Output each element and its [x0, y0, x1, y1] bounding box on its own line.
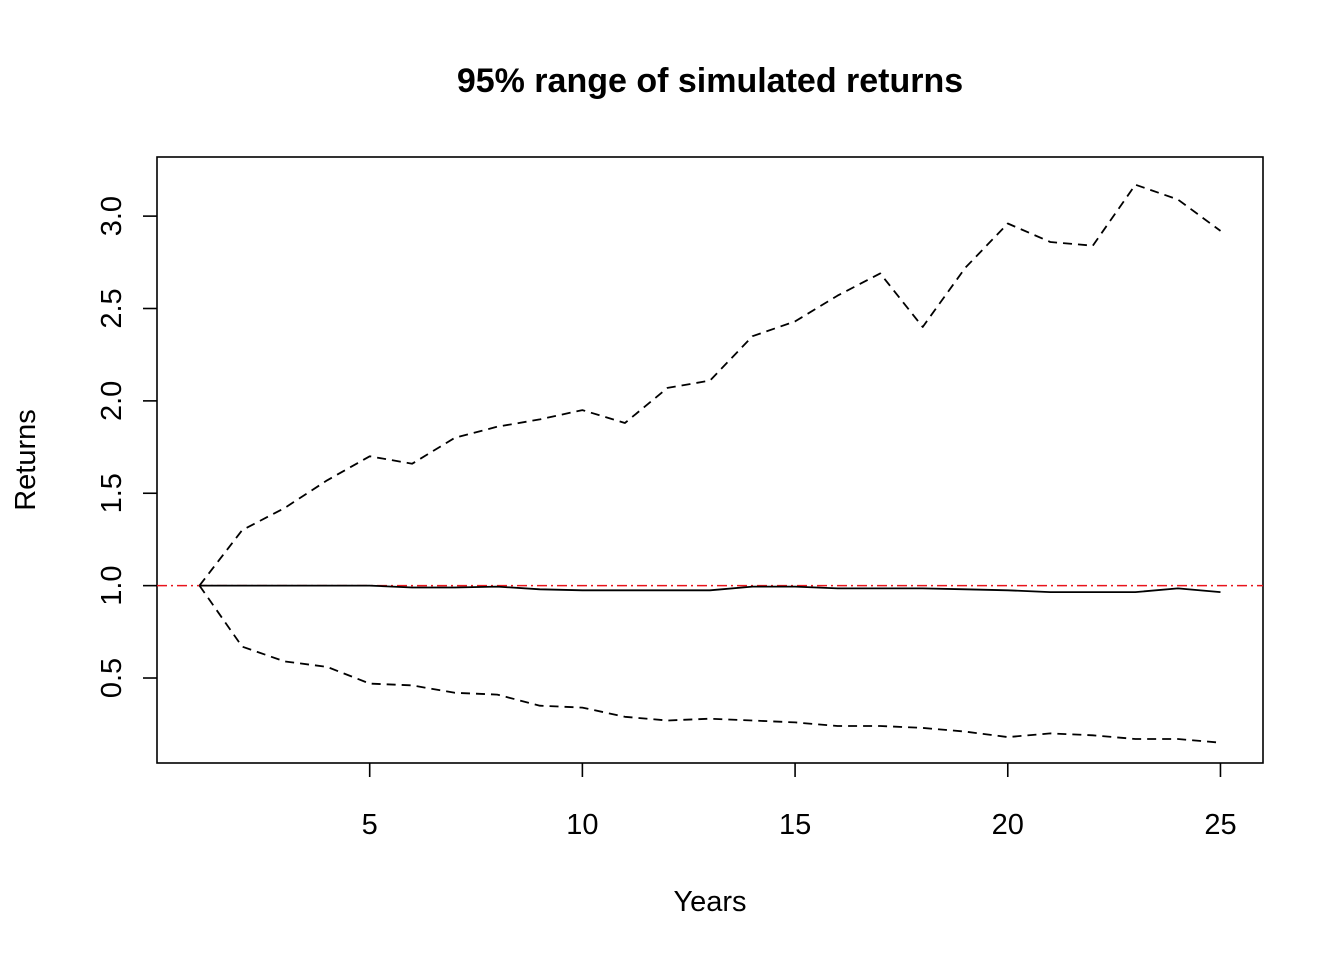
upper-bound-line [198, 183, 1222, 587]
y-axis-label: Returns [10, 409, 42, 511]
plot-frame [156, 156, 1264, 764]
y-tick-label: 1.0 [96, 565, 128, 605]
y-tick-label: 0.5 [96, 658, 128, 698]
series-layer [157, 183, 1263, 744]
x-tick-label: 5 [362, 809, 378, 841]
x-tick-label: 20 [992, 809, 1024, 841]
chart-title: 95% range of simulated returns [457, 62, 963, 100]
x-axis-label: Years [673, 886, 746, 918]
x-tick-label: 25 [1204, 809, 1236, 841]
y-tick-label: 2.5 [96, 288, 128, 328]
y-axis: 0.5 1.0 1.5 2.0 2.5 3.0 [96, 196, 157, 698]
y-tick-label: 1.5 [96, 473, 128, 513]
x-tick-label: 15 [779, 809, 811, 841]
y-tick-label: 3.0 [96, 196, 128, 236]
x-axis: 5 10 15 20 25 [362, 763, 1237, 841]
y-tick-label: 2.0 [96, 381, 128, 421]
x-tick-label: 10 [566, 809, 598, 841]
lower-bound-line [198, 585, 1221, 744]
median-line [199, 584, 1221, 593]
